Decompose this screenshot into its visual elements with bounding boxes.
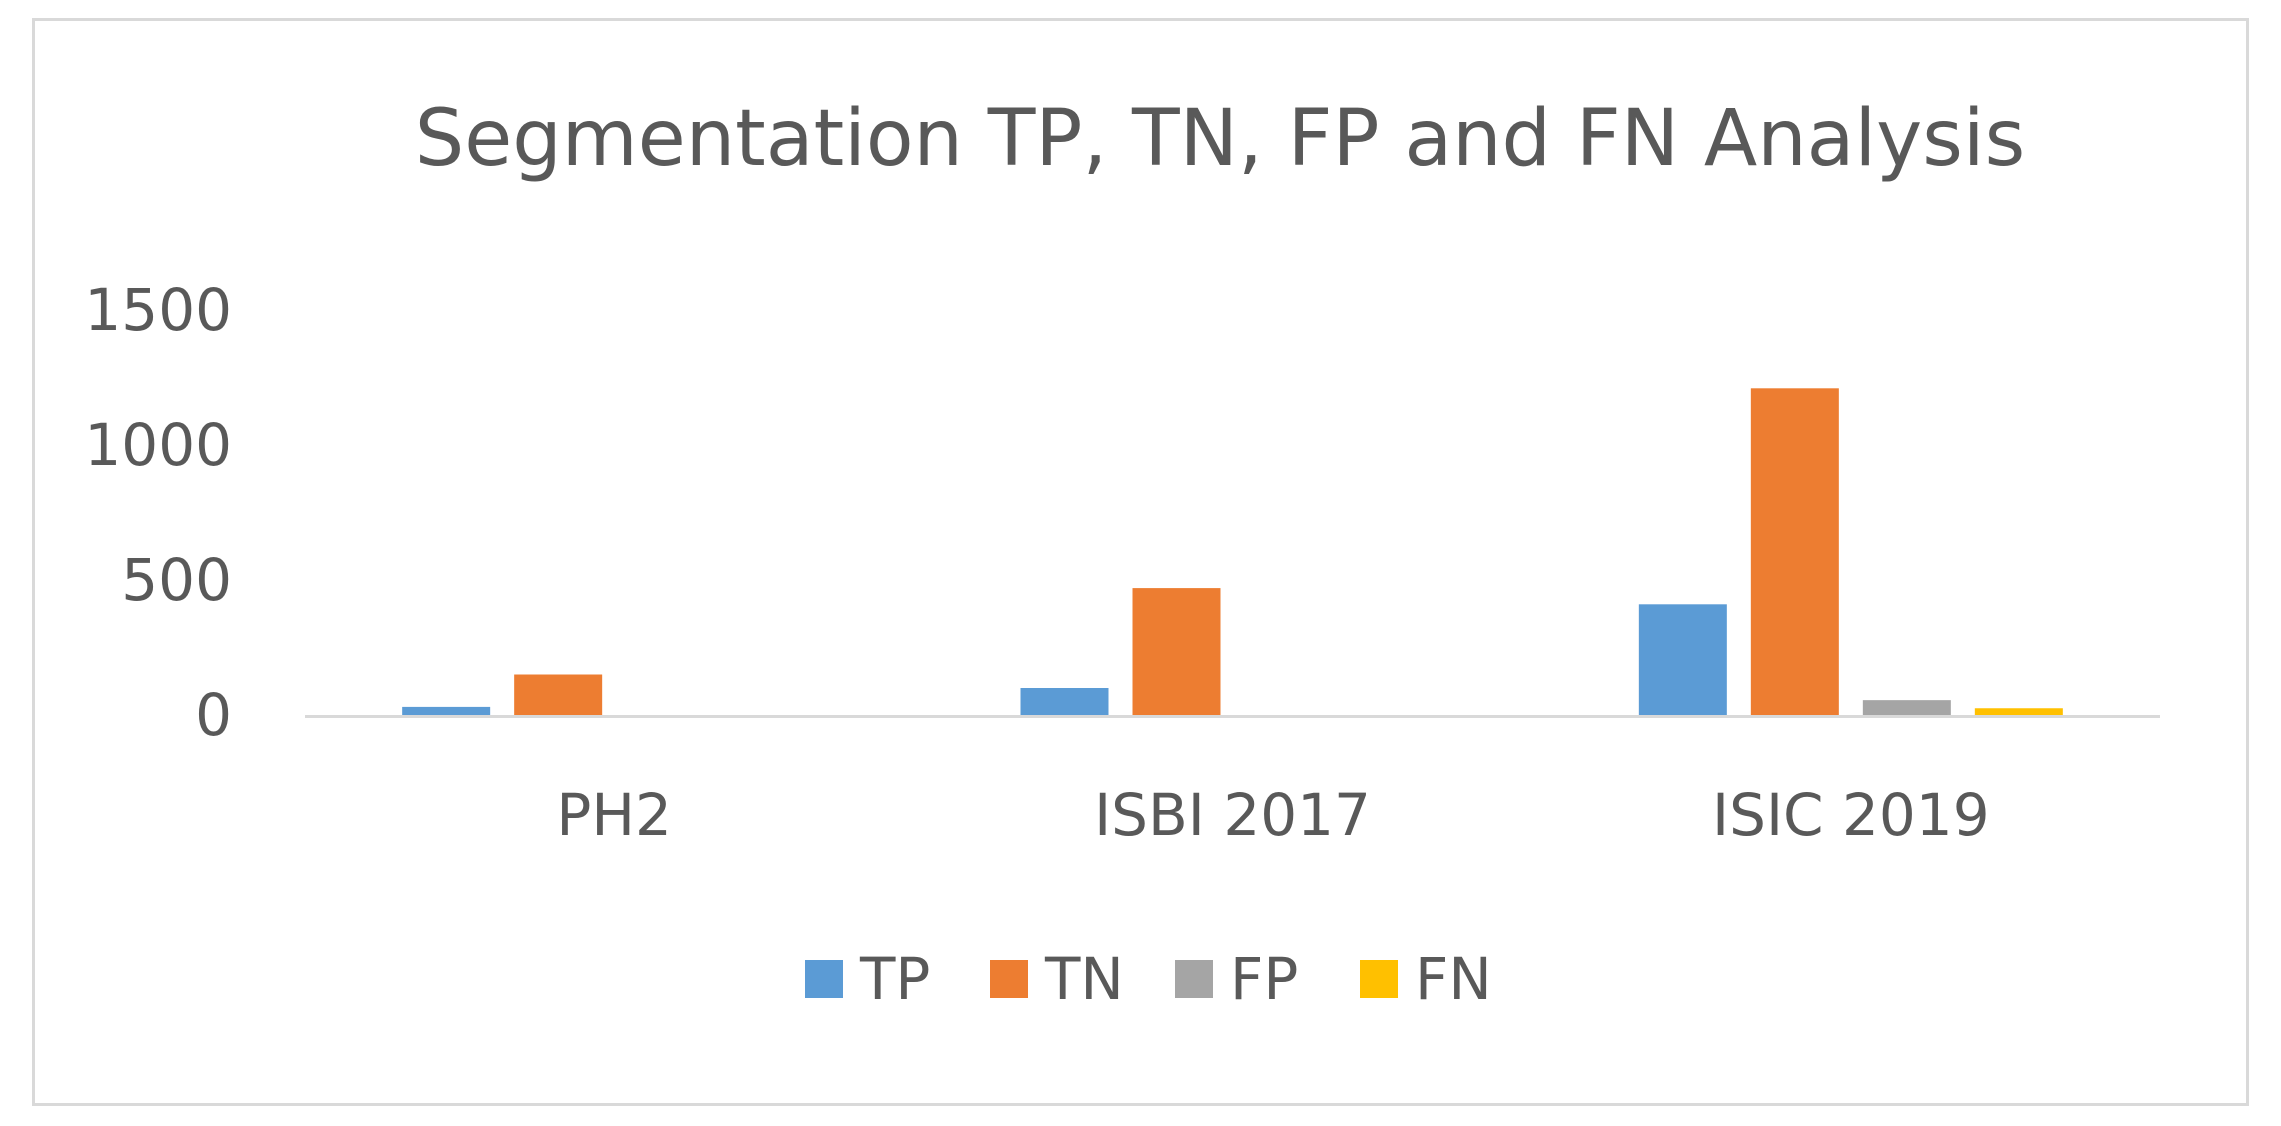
bar-tp-isbi-2017 [1020, 688, 1109, 715]
bar-tp-isic-2019 [1638, 604, 1727, 715]
y-tick-label: 1000 [84, 411, 232, 479]
y-tick-label: 1500 [84, 276, 232, 344]
legend-swatch-tn [990, 960, 1028, 998]
bar-tn-isic-2019 [1750, 388, 1839, 715]
legend-label-fp: FP [1230, 945, 1298, 1013]
chart-title: Segmentation TP, TN, FP and FN Analysis [415, 94, 2025, 184]
chart-frame [32, 18, 2249, 1106]
x-tick-label: PH2 [556, 781, 672, 849]
y-tick-label: 500 [121, 546, 232, 614]
legend-swatch-fn [1360, 960, 1398, 998]
bars [402, 388, 2063, 715]
legend-label-tp: TP [859, 945, 930, 1013]
x-tick-label: ISIC 2019 [1712, 781, 1990, 849]
legend-label-tn: TN [1044, 945, 1124, 1013]
legend: TP TN FP FN [805, 945, 1492, 1013]
bar-tp-ph2 [402, 706, 491, 715]
y-tick-label: 0 [195, 681, 232, 749]
bar-tn-isbi-2017 [1132, 588, 1221, 715]
bar-fn-isic-2019 [1974, 708, 2063, 715]
bar-fp-isic-2019 [1862, 700, 1951, 715]
y-axis-ticks: 0 500 1000 1500 [84, 276, 232, 749]
legend-swatch-tp [805, 960, 843, 998]
legend-swatch-fp [1175, 960, 1213, 998]
bar-tn-ph2 [514, 674, 603, 715]
x-tick-label: ISBI 2017 [1094, 781, 1371, 849]
x-axis-labels: PH2 ISBI 2017 ISIC 2019 [556, 781, 1989, 849]
legend-label-fn: FN [1415, 945, 1492, 1013]
